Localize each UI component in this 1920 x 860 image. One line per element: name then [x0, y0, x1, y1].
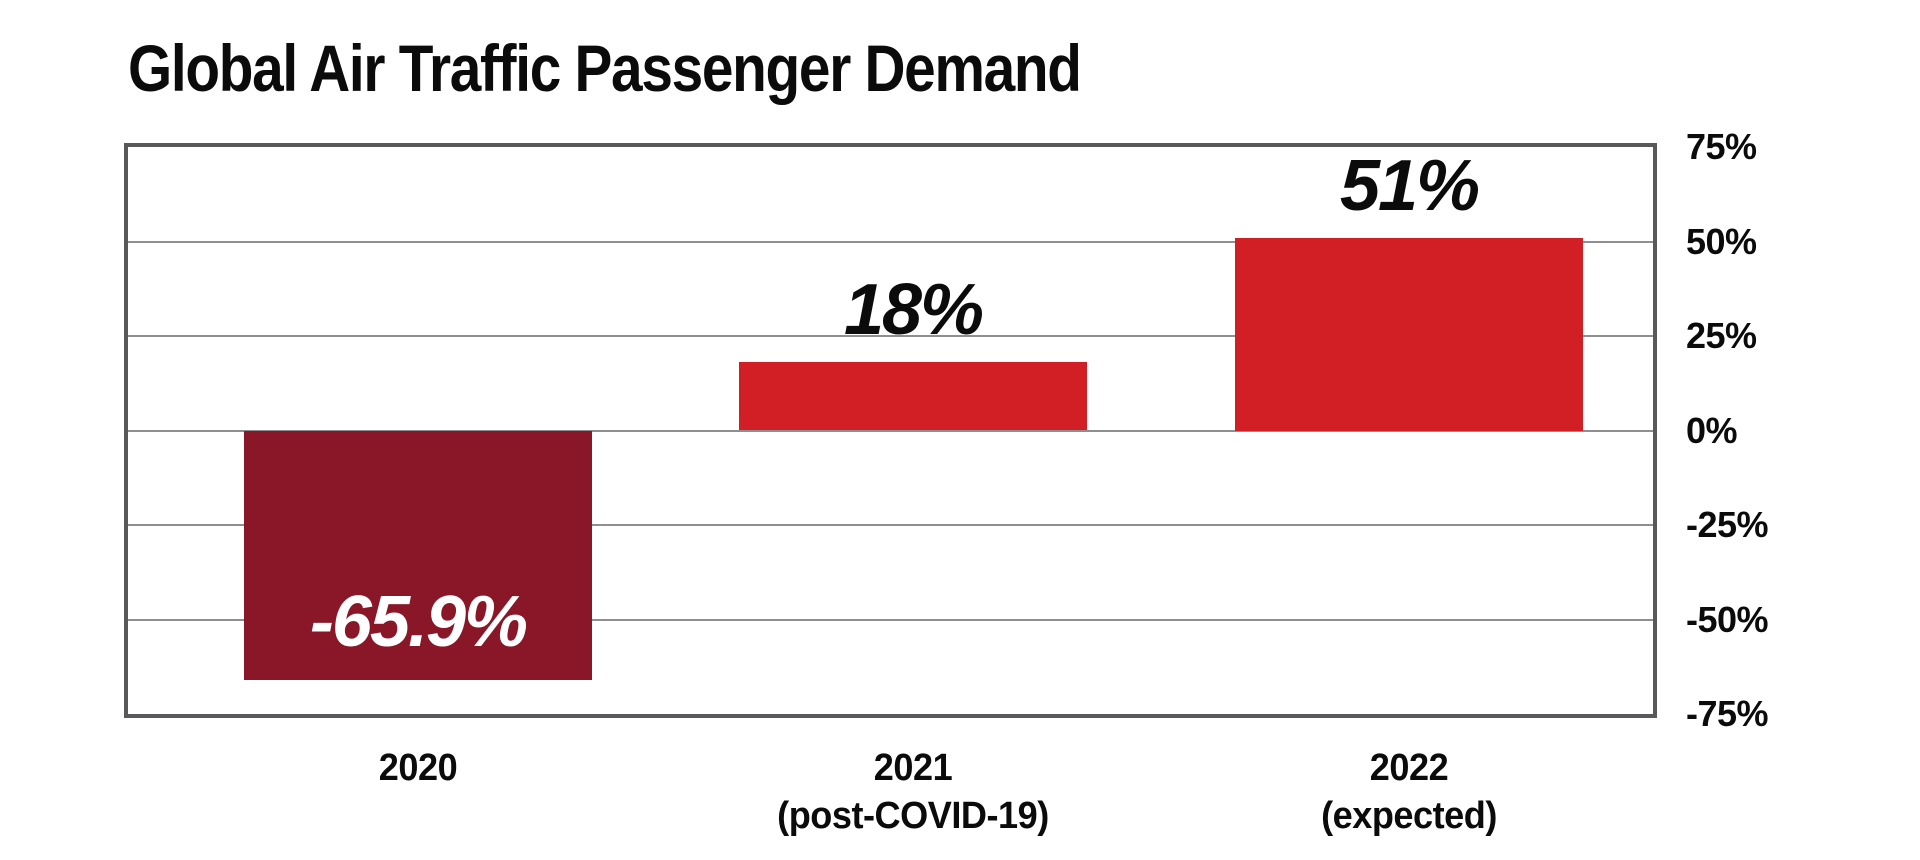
y-tick-25%: 25%	[1686, 315, 1757, 356]
x-label-2021: 2021 (post-COVID-19)	[676, 744, 1151, 840]
x-label-line: 2020	[378, 747, 458, 789]
gridline-0	[128, 429, 1653, 432]
x-label-line: (expected)	[1321, 795, 1497, 837]
gridline-50	[128, 240, 1653, 243]
x-label-line: (post-COVID-19)	[777, 795, 1049, 837]
y-tick-50%: 50%	[1686, 221, 1757, 262]
value-label-2020: -65.9%	[309, 582, 528, 662]
x-label-line: 2021	[873, 747, 953, 789]
x-label-2020: 2020	[181, 744, 656, 792]
bar-2022	[1235, 238, 1583, 431]
value-label-2022: 51%	[1339, 146, 1480, 226]
y-tick--50%: -50%	[1686, 599, 1769, 640]
value-label-2021: 18%	[843, 270, 984, 350]
bar-2020	[244, 431, 592, 680]
x-label-2022: 2022 (expected)	[1172, 744, 1647, 840]
x-label-line: 2022	[1369, 747, 1449, 789]
bar-2021	[739, 362, 1087, 430]
y-tick-0%: 0%	[1686, 410, 1738, 451]
gridline-25	[128, 335, 1653, 337]
gridline--50	[128, 618, 1653, 621]
y-tick-75%: 75%	[1686, 126, 1757, 167]
gridline--25	[128, 524, 1653, 526]
chart-title: Global Air Traffic Passenger Demand	[128, 31, 1082, 105]
y-tick--25%: -25%	[1686, 504, 1769, 545]
plot-area: -65.9% 18% 51%	[124, 143, 1657, 718]
y-tick--75%: -75%	[1686, 693, 1769, 734]
